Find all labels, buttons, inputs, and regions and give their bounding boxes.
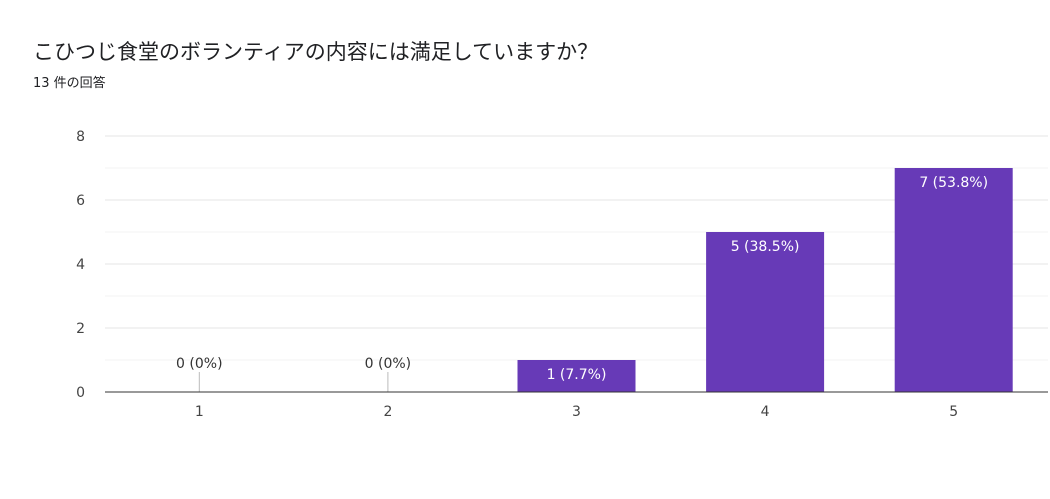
axes: 0 2 4 6 8 1 2 3 4 5	[76, 129, 1048, 420]
y-tick-label: 8	[76, 129, 85, 145]
bar-data-label: 0 (0%)	[176, 356, 223, 372]
x-tick-label: 3	[572, 404, 581, 420]
x-tick-label: 4	[761, 404, 770, 420]
y-tick-label: 2	[76, 321, 85, 337]
bars	[198, 168, 1013, 392]
bar	[517, 360, 636, 392]
x-tick-label: 5	[949, 404, 958, 420]
data-labels: 0 (0%) 0 (0%) 1 (7.7%) 5 (38.5%) 7 (53.8%)	[176, 175, 988, 383]
bar-data-label: 1 (7.7%)	[547, 367, 607, 383]
y-tick-label: 0	[76, 385, 85, 401]
bar-data-label: 0 (0%)	[365, 356, 412, 372]
y-tick-label: 4	[76, 257, 85, 273]
bar	[706, 232, 825, 392]
response-count: 13 件の回答	[33, 76, 106, 91]
chart-title: こひつじ食堂のボランティアの内容には満足していますか？	[33, 40, 599, 64]
x-tick-label: 2	[383, 404, 392, 420]
y-tick-label: 6	[76, 193, 85, 209]
bar	[894, 168, 1013, 392]
x-tick-label: 1	[195, 404, 204, 420]
bar-data-label: 7 (53.8%)	[919, 175, 988, 191]
bar-data-label: 5 (38.5%)	[731, 239, 800, 255]
